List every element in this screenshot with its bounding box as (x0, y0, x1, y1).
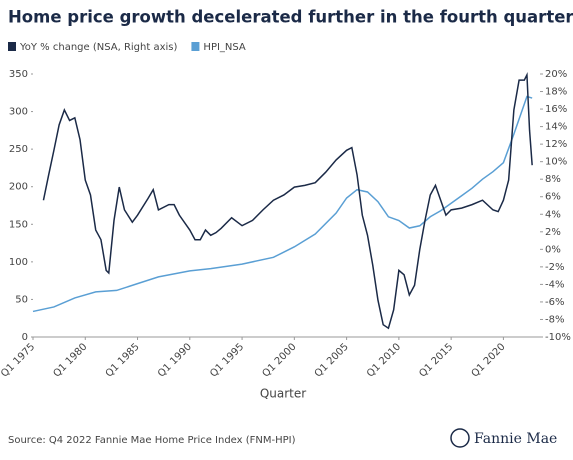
y2-tick-label: -8% (545, 314, 564, 325)
series-line (42, 71, 533, 330)
x-axis-label: Quarter (260, 387, 306, 401)
y2-tick-label: 4% (545, 209, 561, 220)
x-tick-label: Q1 1980 (51, 341, 89, 379)
y2-tick-label: 8% (545, 174, 561, 185)
x-tick-label: Q1 2000 (260, 341, 298, 379)
source: Source: Q4 2022 Fannie Mae Home Price In… (8, 435, 296, 446)
y2-tick-label: 20% (545, 69, 567, 80)
y-tick-label: 250 (9, 144, 28, 155)
series-line (32, 95, 533, 313)
x-tick-label: Q1 1975 (0, 341, 37, 379)
legend-label: HPI_NSA (203, 42, 246, 53)
y-tick-label: 0 (22, 332, 28, 343)
x-tick-label: Q1 2020 (470, 341, 508, 379)
x-tick-label: Q1 1985 (104, 341, 142, 379)
x-tick-label: Q1 2015 (417, 341, 455, 379)
y-tick-label: 300 (9, 107, 28, 118)
y2-tick-label: 18% (545, 87, 567, 98)
legend-swatch (191, 42, 200, 51)
logo: Fannie Mae (474, 431, 557, 447)
y2-tick-label: 6% (545, 192, 561, 203)
y2-tick-label: -4% (545, 279, 564, 290)
chart-title: Home price growth decelerated further in… (8, 8, 573, 27)
y-tick-label: 50 (15, 294, 28, 305)
y-tick-label: 150 (9, 219, 28, 230)
y2-tick-label: -10% (545, 332, 571, 343)
y-tick-label: 350 (9, 69, 28, 80)
y2-tick-label: 0% (545, 244, 561, 255)
legend-label: YoY % change (NSA, Right axis) (19, 42, 178, 53)
y2-tick-label: -2% (545, 262, 564, 273)
legend-swatch (8, 42, 16, 51)
x-tick-label: Q1 2010 (365, 341, 403, 379)
y2-tick-label: 2% (545, 227, 561, 238)
y2-tick-label: 12% (545, 139, 567, 150)
y2-tick-label: 16% (545, 104, 567, 115)
logo-icon (450, 428, 470, 448)
x-tick-label: Q1 2005 (313, 341, 351, 379)
x-tick-label: Q1 1995 (208, 341, 246, 379)
y-tick-label: 200 (9, 182, 28, 193)
y2-tick-label: 10% (545, 157, 567, 168)
y2-tick-label: 14% (545, 122, 567, 133)
y2-tick-label: -6% (545, 297, 564, 308)
y-tick-label: 100 (9, 257, 28, 268)
x-tick-label: Q1 1990 (156, 341, 194, 379)
